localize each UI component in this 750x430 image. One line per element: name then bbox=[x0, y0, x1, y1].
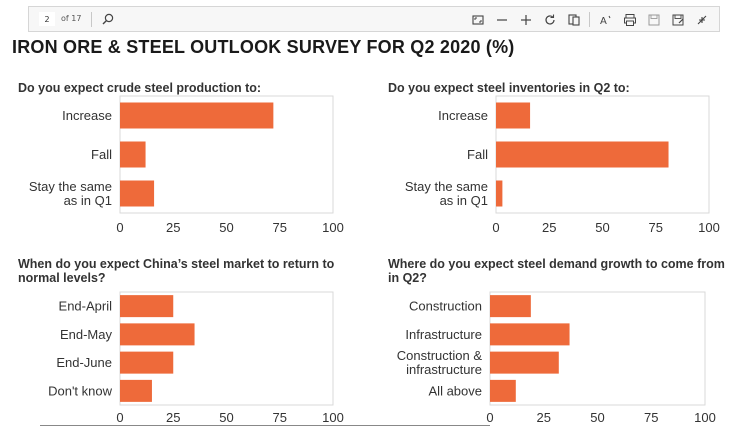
category-label: End-June bbox=[56, 355, 112, 370]
x-tick-label: 50 bbox=[219, 410, 233, 425]
category-label: Increase bbox=[438, 108, 488, 123]
bar bbox=[490, 351, 559, 374]
zoom-in-icon[interactable] bbox=[517, 11, 535, 29]
collapse-icon[interactable] bbox=[693, 11, 711, 29]
bar bbox=[120, 295, 174, 318]
bar bbox=[496, 180, 503, 207]
x-tick-label: 25 bbox=[166, 220, 180, 235]
pdf-toolbar: of 17 A bbox=[28, 6, 720, 32]
bar bbox=[120, 351, 174, 374]
chart-title: in Q2? bbox=[388, 271, 427, 285]
print-icon[interactable] bbox=[621, 11, 639, 29]
category-label: End-April bbox=[59, 299, 113, 314]
bar bbox=[120, 102, 274, 129]
category-label: All above bbox=[429, 383, 482, 398]
category-label: Fall bbox=[467, 147, 488, 162]
toolbar-divider bbox=[589, 12, 590, 27]
category-label: Fall bbox=[91, 147, 112, 162]
bar bbox=[120, 379, 152, 402]
chart-title: Where do you expect steel demand growth … bbox=[388, 257, 725, 271]
page-view-icon[interactable] bbox=[565, 11, 583, 29]
bar bbox=[490, 379, 516, 402]
category-label: Stay the same bbox=[405, 179, 488, 194]
bar bbox=[496, 102, 531, 129]
category-label: Construction bbox=[409, 299, 482, 314]
category-label: Construction & bbox=[397, 348, 483, 363]
x-tick-label: 50 bbox=[590, 410, 604, 425]
category-label: Don't know bbox=[48, 383, 113, 398]
plot-frame bbox=[119, 291, 334, 406]
bar bbox=[490, 323, 570, 346]
bar bbox=[496, 141, 669, 168]
x-tick-label: 100 bbox=[322, 410, 344, 425]
category-label: Stay the same bbox=[29, 179, 112, 194]
category-label: Infrastructure bbox=[405, 327, 482, 342]
x-tick-label: 0 bbox=[486, 410, 493, 425]
category-label: infrastructure bbox=[406, 362, 482, 377]
chart-title: When do you expect China’s steel market … bbox=[18, 257, 335, 271]
svg-text:A: A bbox=[600, 16, 607, 27]
read-aloud-icon[interactable]: A bbox=[597, 11, 615, 29]
x-tick-label: 100 bbox=[322, 220, 344, 235]
x-tick-label: 50 bbox=[595, 220, 609, 235]
x-tick-label: 0 bbox=[116, 220, 123, 235]
x-tick-label: 0 bbox=[492, 220, 499, 235]
fit-page-icon[interactable] bbox=[469, 11, 487, 29]
save-icon[interactable] bbox=[645, 11, 663, 29]
bar bbox=[490, 295, 531, 318]
x-tick-label: 75 bbox=[644, 410, 658, 425]
rotate-icon[interactable] bbox=[541, 11, 559, 29]
page-title: IRON ORE & STEEL OUTLOOK SURVEY FOR Q2 2… bbox=[12, 37, 515, 57]
chart-title: normal levels? bbox=[18, 271, 106, 285]
plot-frame bbox=[489, 291, 706, 406]
x-tick-label: 25 bbox=[542, 220, 556, 235]
category-label: as in Q1 bbox=[64, 193, 112, 208]
x-tick-label: 50 bbox=[219, 220, 233, 235]
chart-title: Do you expect steel inventories in Q2 to… bbox=[388, 81, 630, 95]
page-total-label: of 17 bbox=[61, 14, 82, 23]
x-tick-label: 75 bbox=[649, 220, 663, 235]
page-number-input[interactable] bbox=[39, 12, 55, 26]
bar bbox=[120, 323, 195, 346]
bar bbox=[120, 141, 146, 168]
zoom-out-icon[interactable] bbox=[493, 11, 511, 29]
chart-title: Do you expect crude steel production to: bbox=[18, 81, 261, 95]
x-tick-label: 0 bbox=[116, 410, 123, 425]
bar bbox=[120, 180, 155, 207]
category-label: Increase bbox=[62, 108, 112, 123]
toolbar-divider bbox=[91, 12, 92, 27]
x-tick-label: 25 bbox=[537, 410, 551, 425]
category-label: End-May bbox=[60, 327, 113, 342]
search-icon[interactable] bbox=[99, 11, 117, 29]
x-tick-label: 75 bbox=[273, 410, 287, 425]
x-tick-label: 100 bbox=[698, 220, 720, 235]
bottom-rule bbox=[40, 425, 490, 426]
save-as-icon[interactable] bbox=[669, 11, 687, 29]
category-label: as in Q1 bbox=[440, 193, 488, 208]
x-tick-label: 75 bbox=[273, 220, 287, 235]
x-tick-label: 25 bbox=[166, 410, 180, 425]
x-tick-label: 100 bbox=[694, 410, 716, 425]
